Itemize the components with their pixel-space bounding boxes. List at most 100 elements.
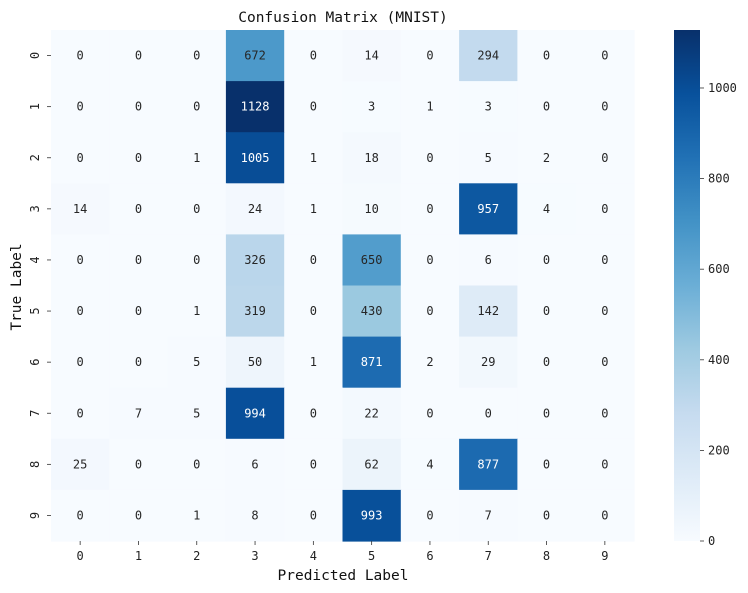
heatmap-cell bbox=[167, 489, 227, 542]
heatmap-cell bbox=[109, 387, 169, 440]
colorbar bbox=[674, 30, 700, 541]
cell-value-label: 24 bbox=[248, 202, 262, 216]
colorbar-tick-label: 600 bbox=[708, 262, 730, 276]
heatmap-cell bbox=[342, 30, 402, 82]
cell-value-label: 993 bbox=[361, 508, 383, 522]
x-tick-label: 1 bbox=[135, 549, 142, 563]
heatmap-cell bbox=[575, 387, 635, 440]
cell-value-label: 3 bbox=[485, 100, 492, 114]
heatmap-cell bbox=[575, 81, 635, 133]
y-tick-label: 5 bbox=[28, 307, 42, 314]
heatmap-cell bbox=[517, 489, 577, 542]
heatmap-cell bbox=[400, 30, 460, 82]
x-tick-label: 2 bbox=[193, 549, 200, 563]
heatmap-cell bbox=[284, 183, 344, 235]
cell-value-label: 0 bbox=[543, 253, 550, 267]
x-tick-label: 4 bbox=[310, 549, 317, 563]
heatmap-cell bbox=[225, 132, 285, 184]
colorbar-tick-label: 1000 bbox=[708, 81, 737, 95]
heatmap-cell bbox=[342, 387, 402, 440]
heatmap-cell bbox=[400, 489, 460, 542]
heatmap-cell bbox=[284, 234, 344, 287]
heatmap-cell bbox=[51, 132, 110, 184]
cell-value-label: 0 bbox=[601, 100, 608, 114]
cell-value-label: 0 bbox=[543, 508, 550, 522]
cell-value-label: 0 bbox=[77, 304, 84, 318]
y-tick-label: 2 bbox=[28, 154, 42, 161]
heatmap-cell bbox=[517, 438, 577, 491]
heatmap-cell bbox=[284, 81, 344, 133]
y-tick-label: 3 bbox=[28, 205, 42, 212]
heatmap-cell bbox=[459, 438, 518, 491]
heatmap-cell bbox=[517, 285, 577, 338]
heatmap-cell bbox=[167, 285, 227, 338]
heatmap-cell bbox=[575, 234, 635, 287]
heatmap-cell bbox=[284, 489, 344, 542]
cell-value-label: 650 bbox=[361, 253, 383, 267]
cell-value-label: 0 bbox=[601, 202, 608, 216]
cell-value-label: 0 bbox=[310, 508, 317, 522]
x-tick-label: 9 bbox=[601, 549, 608, 563]
heatmap-cell bbox=[342, 234, 402, 287]
heatmap-cell bbox=[517, 30, 577, 82]
y-axis-ticks: 0 1 2 3 4 5 6 7 8 9 bbox=[28, 52, 51, 519]
cell-value-label: 294 bbox=[477, 49, 499, 63]
cell-value-label: 22 bbox=[364, 406, 378, 420]
cell-value-label: 0 bbox=[135, 202, 142, 216]
cell-value-label: 7 bbox=[485, 508, 492, 522]
cell-value-label: 1 bbox=[310, 355, 317, 369]
y-tick-label: 6 bbox=[28, 359, 42, 366]
cell-value-label: 18 bbox=[364, 151, 378, 165]
cell-value-label: 0 bbox=[543, 355, 550, 369]
heatmap-cell bbox=[109, 132, 169, 184]
cell-value-label: 319 bbox=[244, 304, 266, 318]
cell-value-label: 0 bbox=[485, 406, 492, 420]
cell-value-label: 0 bbox=[426, 202, 433, 216]
heatmap-cell bbox=[342, 438, 402, 491]
cell-value-label: 7 bbox=[135, 406, 142, 420]
cell-value-label: 25 bbox=[73, 457, 87, 471]
heatmap-cell bbox=[284, 387, 344, 440]
cell-value-label: 0 bbox=[135, 100, 142, 114]
cell-value-label: 2 bbox=[426, 355, 433, 369]
heatmap-cell bbox=[400, 285, 460, 338]
heatmap-cell bbox=[51, 30, 110, 82]
cell-value-label: 0 bbox=[543, 457, 550, 471]
heatmap-cell bbox=[459, 285, 518, 338]
heatmap-cell bbox=[342, 183, 402, 235]
cell-value-label: 50 bbox=[248, 355, 262, 369]
cell-value-label: 0 bbox=[543, 406, 550, 420]
chart-title: Confusion Matrix (MNIST) bbox=[238, 10, 448, 26]
cell-value-label: 0 bbox=[601, 304, 608, 318]
heatmap-cell bbox=[167, 387, 227, 440]
heatmap-cell bbox=[225, 30, 285, 82]
heatmap-cell bbox=[459, 234, 518, 287]
heatmap-cell bbox=[109, 489, 169, 542]
heatmap-cell bbox=[342, 285, 402, 338]
cell-value-label: 994 bbox=[244, 406, 266, 420]
x-tick-label: 5 bbox=[368, 549, 375, 563]
heatmap-cell bbox=[400, 234, 460, 287]
heatmap-cell bbox=[109, 81, 169, 133]
colorbar-tick-label: 0 bbox=[708, 534, 715, 548]
heatmap-cell bbox=[51, 234, 110, 287]
cell-value-label: 0 bbox=[543, 304, 550, 318]
y-axis-title: True Label bbox=[9, 243, 25, 330]
heatmap-cell bbox=[459, 132, 518, 184]
cell-value-label: 0 bbox=[601, 508, 608, 522]
y-tick-label: 4 bbox=[28, 256, 42, 263]
cell-value-label: 29 bbox=[481, 355, 495, 369]
cell-value-label: 0 bbox=[601, 457, 608, 471]
heatmap-cell bbox=[342, 132, 402, 184]
cell-value-label: 0 bbox=[426, 49, 433, 63]
cell-value-label: 430 bbox=[361, 304, 383, 318]
cell-value-label: 4 bbox=[543, 202, 550, 216]
cell-value-label: 6 bbox=[485, 253, 492, 267]
heatmap-cell bbox=[517, 81, 577, 133]
heatmap-cell bbox=[284, 438, 344, 491]
heatmap-cell bbox=[284, 336, 344, 389]
cell-value-label: 14 bbox=[73, 202, 87, 216]
heatmap-cell bbox=[167, 30, 227, 82]
colorbar-tick-label: 800 bbox=[708, 172, 730, 186]
colorbar-tick-label: 400 bbox=[708, 353, 730, 367]
